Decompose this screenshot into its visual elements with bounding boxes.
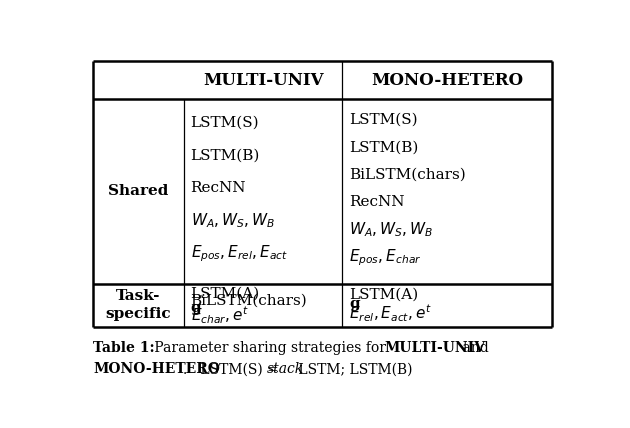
Text: $E_{rel},E_{act},e^t$: $E_{rel},E_{act},e^t$	[349, 303, 432, 324]
Text: Parameter sharing strategies for: Parameter sharing strategies for	[149, 341, 390, 355]
Text: $E_{pos},E_{rel},E_{act}$: $E_{pos},E_{rel},E_{act}$	[190, 243, 288, 264]
Text: LSTM(S): LSTM(S)	[349, 113, 418, 127]
Text: MULTI-UNIV: MULTI-UNIV	[203, 72, 323, 89]
Text: MONO-HETERO: MONO-HETERO	[93, 363, 220, 376]
Text: RecNN: RecNN	[349, 196, 404, 209]
Text: $E_{pos},E_{char}$: $E_{pos},E_{char}$	[349, 247, 421, 268]
Text: RecNN: RecNN	[190, 181, 246, 195]
Text: LSTM(S): LSTM(S)	[190, 116, 259, 130]
Text: LSTM; LSTM(B): LSTM; LSTM(B)	[294, 363, 412, 376]
Text: BiLSTM(chars): BiLSTM(chars)	[190, 294, 307, 308]
Text: LSTM(A): LSTM(A)	[349, 288, 418, 302]
Text: and: and	[458, 341, 489, 355]
Text: MULTI-UNIV: MULTI-UNIV	[384, 341, 485, 355]
Text: g: g	[190, 301, 201, 315]
Text: $W_A,W_S,W_B$: $W_A,W_S,W_B$	[190, 211, 275, 230]
Text: $E_{char},e^t$: $E_{char},e^t$	[190, 304, 249, 326]
Text: MONO-HETERO: MONO-HETERO	[371, 72, 524, 89]
Text: Shared: Shared	[108, 184, 169, 199]
Text: g: g	[349, 297, 360, 311]
Text: stack: stack	[267, 363, 304, 376]
Text: Table 1:: Table 1:	[93, 341, 155, 355]
Text: Task-
specific: Task- specific	[106, 289, 171, 321]
Text: LSTM(B): LSTM(B)	[190, 149, 260, 163]
Text: $W_A,W_S,W_B$: $W_A,W_S,W_B$	[349, 220, 433, 239]
Text: .   LSTM(S) =: . LSTM(S) =	[183, 363, 283, 376]
Text: LSTM(B): LSTM(B)	[349, 140, 418, 155]
Text: BiLSTM(chars): BiLSTM(chars)	[349, 168, 466, 182]
Text: LSTM(A): LSTM(A)	[190, 287, 260, 300]
